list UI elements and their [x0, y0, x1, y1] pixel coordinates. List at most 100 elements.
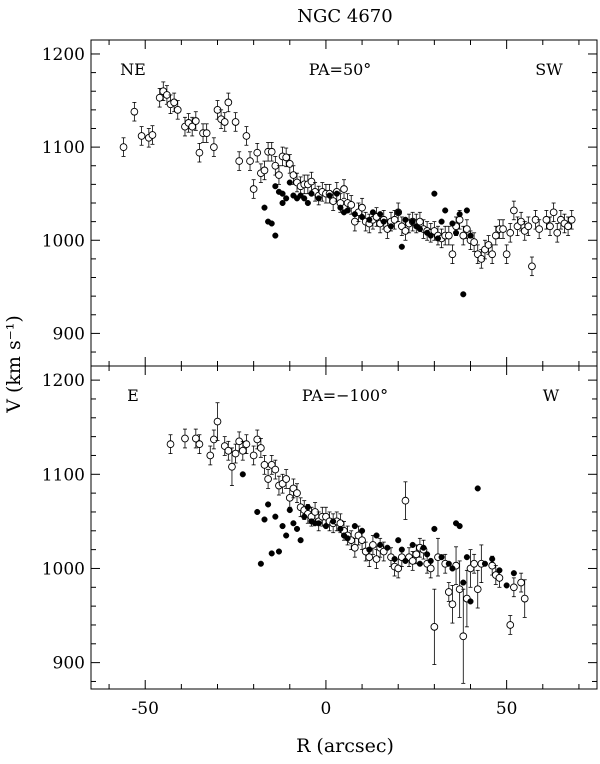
panel-top-ticks: 900 1000 1100 1200 — [42, 40, 597, 366]
data-point-open — [495, 574, 504, 582]
panel-bottom: E PA=−100° W 900 1000 1100 1200 — [42, 365, 598, 690]
data-point-open — [459, 231, 468, 240]
data-point-open — [202, 129, 211, 137]
data-point-filled — [402, 557, 409, 564]
data-point-filled — [449, 565, 456, 572]
data-point-filled — [416, 226, 423, 233]
data-point-open — [491, 231, 500, 240]
data-point-open — [224, 446, 233, 455]
data-point-filled — [438, 218, 445, 225]
x-axis-label: R (arcsec) — [296, 735, 394, 757]
data-point-open — [365, 553, 374, 562]
y-tick-label: 1100 — [42, 465, 85, 485]
data-point-filled — [424, 551, 431, 558]
data-point-filled — [257, 560, 264, 567]
data-point-open — [260, 166, 269, 175]
data-point-filled — [272, 513, 279, 520]
data-point-filled — [460, 291, 467, 298]
data-point-open — [195, 148, 204, 157]
data-point-open — [119, 143, 128, 151]
data-point-filled — [344, 535, 351, 542]
data-point-open — [520, 594, 529, 603]
data-point-filled — [301, 513, 308, 520]
data-point-open — [282, 475, 291, 483]
data-point-filled — [427, 232, 434, 239]
data-point-filled — [290, 520, 297, 527]
data-point-open — [206, 451, 215, 460]
data-point-filled — [366, 546, 373, 553]
panel-top-right-label: SW — [535, 60, 563, 79]
data-point-filled — [456, 211, 463, 218]
data-point-open — [137, 132, 146, 140]
data-point-open — [307, 177, 316, 186]
data-point-open — [267, 147, 276, 156]
data-point-filled — [272, 232, 279, 239]
data-point-filled — [279, 190, 286, 197]
panel-top-left-label: NE — [120, 60, 146, 79]
data-point-filled — [268, 220, 275, 227]
data-point-open — [181, 434, 189, 443]
x-tick-labels: -50 0 50 — [132, 699, 518, 719]
y-tick-label: 1000 — [42, 559, 85, 579]
data-point-open — [448, 600, 457, 609]
data-point-filled — [481, 560, 489, 567]
data-point-filled — [395, 537, 402, 544]
data-point-open — [289, 171, 298, 179]
panel-bottom-left-label: E — [127, 386, 139, 405]
data-point-open — [231, 118, 240, 126]
data-point-open — [173, 106, 182, 114]
data-point-filled — [387, 223, 395, 230]
data-point-open — [191, 117, 200, 125]
data-point-filled — [431, 525, 438, 532]
data-point-open — [401, 227, 410, 235]
data-point-open — [253, 148, 262, 157]
data-point-filled — [496, 567, 503, 574]
data-point-open — [372, 555, 381, 563]
data-point-filled — [409, 218, 416, 225]
data-point-open — [463, 225, 471, 233]
data-point-open — [347, 201, 356, 209]
data-point-filled — [272, 183, 279, 190]
data-point-open — [275, 171, 283, 179]
data-point-filled — [261, 516, 268, 523]
data-point-open — [488, 250, 497, 259]
data-point-filled — [315, 195, 322, 202]
chart-title: NGC 4670 — [297, 6, 392, 27]
data-point-filled — [293, 525, 301, 532]
data-point-filled — [474, 485, 481, 492]
data-point-filled — [456, 523, 463, 530]
data-point-filled — [301, 195, 308, 202]
data-point-open — [264, 475, 272, 483]
data-point-filled — [283, 532, 290, 539]
data-point-filled — [409, 541, 416, 548]
data-point-filled — [369, 209, 376, 216]
data-point-open — [459, 632, 468, 641]
data-point-filled — [304, 199, 311, 207]
data-point-open — [166, 440, 175, 449]
data-point-filled — [416, 560, 423, 567]
data-point-filled — [275, 548, 282, 555]
data-point-open — [213, 417, 222, 426]
data-point-open — [390, 215, 399, 224]
data-point-filled — [366, 216, 373, 223]
data-point-filled — [268, 550, 275, 557]
data-point-filled — [359, 213, 366, 221]
data-point-open — [549, 208, 558, 217]
data-point-open — [564, 222, 572, 231]
data-point-filled — [463, 207, 470, 214]
data-point-filled — [279, 523, 286, 530]
data-point-filled — [384, 544, 391, 551]
data-point-open — [444, 231, 453, 240]
data-point-open — [510, 583, 518, 592]
data-point-open — [238, 446, 247, 455]
panel-bottom-ticks: 900 1000 1100 1200 — [42, 366, 597, 689]
data-point-open — [499, 225, 507, 233]
data-point-open — [448, 250, 457, 259]
data-point-open — [148, 131, 157, 139]
data-point-filled — [467, 598, 474, 605]
data-point-open — [249, 185, 258, 193]
data-point-filled — [337, 204, 344, 211]
panel-bottom-right-label: W — [543, 386, 560, 405]
data-point-open — [394, 564, 403, 573]
data-point-open — [401, 496, 410, 505]
